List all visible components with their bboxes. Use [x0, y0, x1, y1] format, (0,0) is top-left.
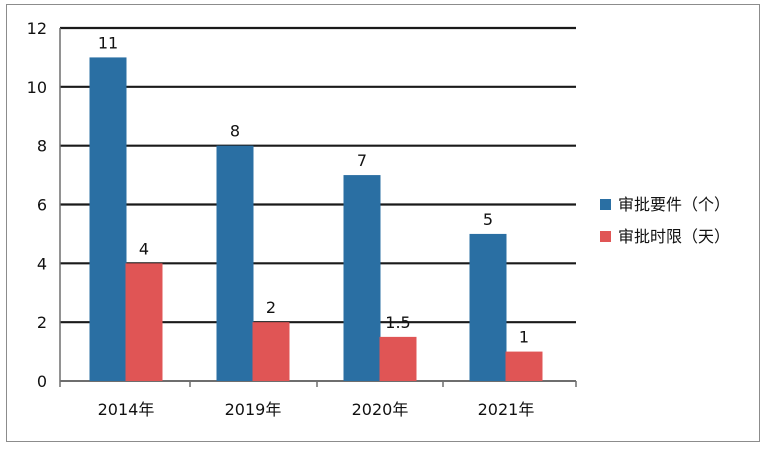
bar [469, 233, 507, 381]
x-category-label: 2021年 [478, 400, 535, 419]
x-category-label: 2020年 [352, 400, 409, 419]
data-label: 2 [266, 298, 276, 317]
data-label: 4 [139, 239, 149, 258]
data-label: 11 [98, 33, 118, 52]
y-tick-label: 0 [37, 372, 47, 391]
y-tick-label: 6 [37, 196, 47, 215]
y-tick-label: 4 [37, 254, 47, 273]
legend-label: 审批时限（天） [618, 227, 730, 246]
data-label: 1 [519, 328, 529, 347]
legend-swatch [600, 199, 611, 210]
data-label: 8 [230, 122, 240, 141]
bar [216, 145, 254, 381]
bar [89, 57, 127, 382]
y-tick-label: 12 [27, 19, 47, 38]
bar [505, 351, 543, 381]
bar [252, 322, 290, 381]
x-category-label: 2019年 [225, 400, 282, 419]
bar [379, 336, 417, 381]
legend-swatch [600, 231, 611, 242]
bar [125, 263, 163, 381]
y-tick-label: 10 [27, 78, 47, 97]
bar [343, 175, 381, 381]
y-tick-label: 8 [37, 137, 47, 156]
data-label: 5 [483, 210, 493, 229]
legend-label: 审批要件（个） [618, 195, 730, 214]
x-category-label: 2014年 [98, 400, 155, 419]
y-tick-label: 2 [37, 313, 47, 332]
data-label: 1.5 [385, 313, 410, 332]
data-label: 7 [357, 151, 367, 170]
